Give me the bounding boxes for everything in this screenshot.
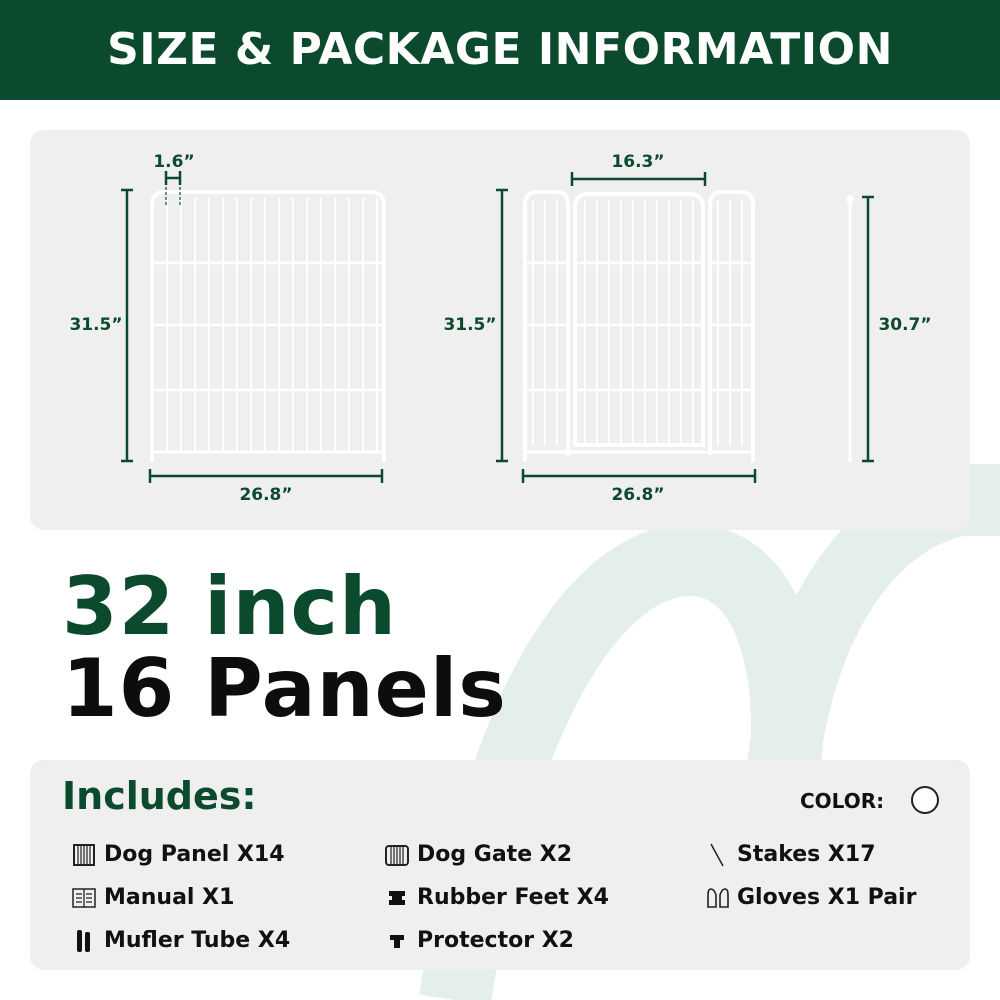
dimension-lines xyxy=(121,171,874,483)
item-label: Protector X2 xyxy=(417,928,574,953)
rubber-feet-icon xyxy=(385,886,409,910)
bar-spacing-label: 1.6” xyxy=(153,152,195,172)
panel-width-label: 26.8” xyxy=(239,485,293,505)
list-item: Stakes X17 xyxy=(705,842,876,867)
dimension-diagram xyxy=(121,171,874,483)
list-item: Mufler Tube X4 xyxy=(72,928,290,953)
stake-icon xyxy=(705,843,729,867)
gloves-icon xyxy=(705,886,729,910)
includes-panel xyxy=(30,760,970,970)
item-label: Stakes X17 xyxy=(737,842,876,867)
color-swatch-white xyxy=(911,786,939,814)
page-title: SIZE & PACKAGE INFORMATION xyxy=(0,0,1000,100)
list-item: Rubber Feet X4 xyxy=(385,885,609,910)
dog-panel-drawing xyxy=(150,190,386,462)
list-item: Manual X1 xyxy=(72,885,234,910)
panel-count-headline: 16 Panels xyxy=(62,642,507,735)
item-label: Dog Gate X2 xyxy=(417,842,573,867)
color-label: COLOR: xyxy=(800,789,885,813)
door-width-label: 16.3” xyxy=(611,152,665,172)
includes-title: Includes: xyxy=(62,774,257,818)
list-item: Gloves X1 Pair xyxy=(705,885,916,910)
protector-icon xyxy=(385,929,409,953)
gate-height-label: 31.5” xyxy=(443,315,497,335)
stake-drawing xyxy=(846,195,854,462)
panel-icon xyxy=(72,843,96,867)
panel-height-label: 31.5” xyxy=(69,315,123,335)
item-label: Manual X1 xyxy=(104,885,235,910)
gate-icon xyxy=(385,843,409,867)
stake-height-label: 30.7” xyxy=(878,315,932,335)
muffler-tube-icon xyxy=(72,929,96,953)
item-label: Dog Panel X14 xyxy=(104,842,285,867)
dimensions-panel xyxy=(30,130,970,530)
list-item: Dog Gate X2 xyxy=(385,842,572,867)
item-label: Gloves X1 Pair xyxy=(737,885,917,910)
item-label: Mufler Tube X4 xyxy=(104,928,291,953)
dog-gate-drawing xyxy=(523,190,755,462)
manual-icon xyxy=(72,886,96,910)
height-headline: 32 inch xyxy=(62,560,397,653)
list-item: Protector X2 xyxy=(385,928,574,953)
gate-width-label: 26.8” xyxy=(611,485,665,505)
list-item: Dog Panel X14 xyxy=(72,842,285,867)
item-label: Rubber Feet X4 xyxy=(417,885,609,910)
